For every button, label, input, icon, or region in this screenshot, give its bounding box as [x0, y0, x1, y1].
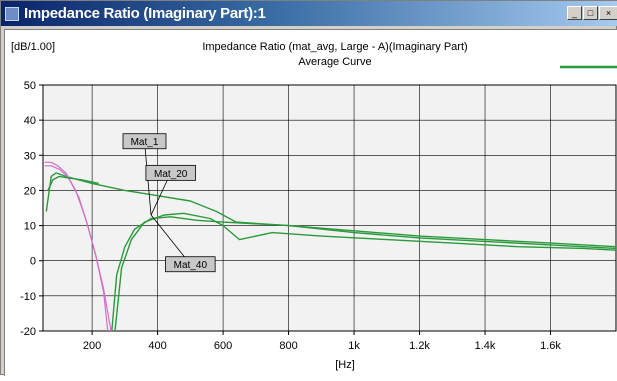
annotation-box[interactable] [165, 256, 216, 273]
annotation-label: Mat_20 [154, 169, 188, 180]
x-tick-label: 1.6k [540, 340, 561, 352]
y-tick-label: 20 [24, 185, 36, 197]
maximize-icon: □ [587, 8, 594, 18]
series-line [44, 165, 109, 332]
x-tick-label: 600 [214, 340, 232, 352]
y-axis-ticks: 50 40 30 20 10 0 -10 -20 [20, 80, 43, 338]
y-tick-label: -20 [20, 326, 36, 338]
minimize-icon: _ [571, 8, 577, 18]
y-tick-label: 50 [24, 80, 36, 92]
x-tick-label: 1.2k [409, 340, 430, 352]
grid-lines [43, 84, 616, 332]
x-axis-ticks: 200 400 600 800 1k 1.2k 1.4k 1.6k [83, 331, 561, 352]
annotation-leader [150, 214, 191, 265]
annotation-label: Mat_1 [131, 137, 159, 148]
series-lines [44, 161, 617, 332]
series-line [114, 212, 617, 332]
annotation-box[interactable] [145, 164, 196, 181]
maximize-button[interactable]: □ [583, 6, 598, 20]
plot-panel: [dB/1.00] Impedance Ratio (mat_avg, Larg… [4, 29, 617, 376]
x-tick-label: 400 [148, 340, 166, 352]
chart-title: Impedance Ratio (mat_avg, Large - A)(Ima… [202, 41, 467, 53]
y-tick-label: 0 [30, 256, 36, 268]
x-tick-label: 800 [279, 340, 297, 352]
x-tick-label: 1k [348, 340, 360, 352]
unit-label: [dB/1.00] [11, 41, 55, 53]
annotation-label: Mat_40 [174, 260, 208, 271]
y-tick-label: -10 [20, 291, 36, 303]
minimize-button[interactable]: _ [567, 6, 582, 20]
window-title: Impedance Ratio (Imaginary Part):1 [24, 5, 266, 22]
y-tick-label: 40 [24, 115, 36, 127]
annotation-box[interactable] [122, 133, 167, 150]
y-tick-label: 10 [24, 221, 36, 233]
series-line [111, 216, 617, 332]
annotations: Mat_1 Mat_20 Mat_40 [122, 133, 216, 273]
plot-area [42, 84, 617, 332]
chart-icon [5, 7, 19, 21]
series-line [45, 172, 617, 250]
series-line [47, 175, 99, 191]
close-icon: × [605, 8, 612, 18]
title-bar[interactable]: Impedance Ratio (Imaginary Part):1 _ □ × [1, 1, 617, 26]
close-button[interactable]: × [599, 6, 617, 20]
chart-subtitle: Average Curve [298, 56, 371, 68]
y-tick-label: 30 [24, 150, 36, 162]
x-axis-label: [Hz] [335, 359, 355, 371]
x-tick-label: 1.4k [475, 340, 496, 352]
x-tick-label: 200 [83, 340, 101, 352]
impedance-chart: [dB/1.00] Impedance Ratio (mat_avg, Larg… [11, 41, 617, 371]
